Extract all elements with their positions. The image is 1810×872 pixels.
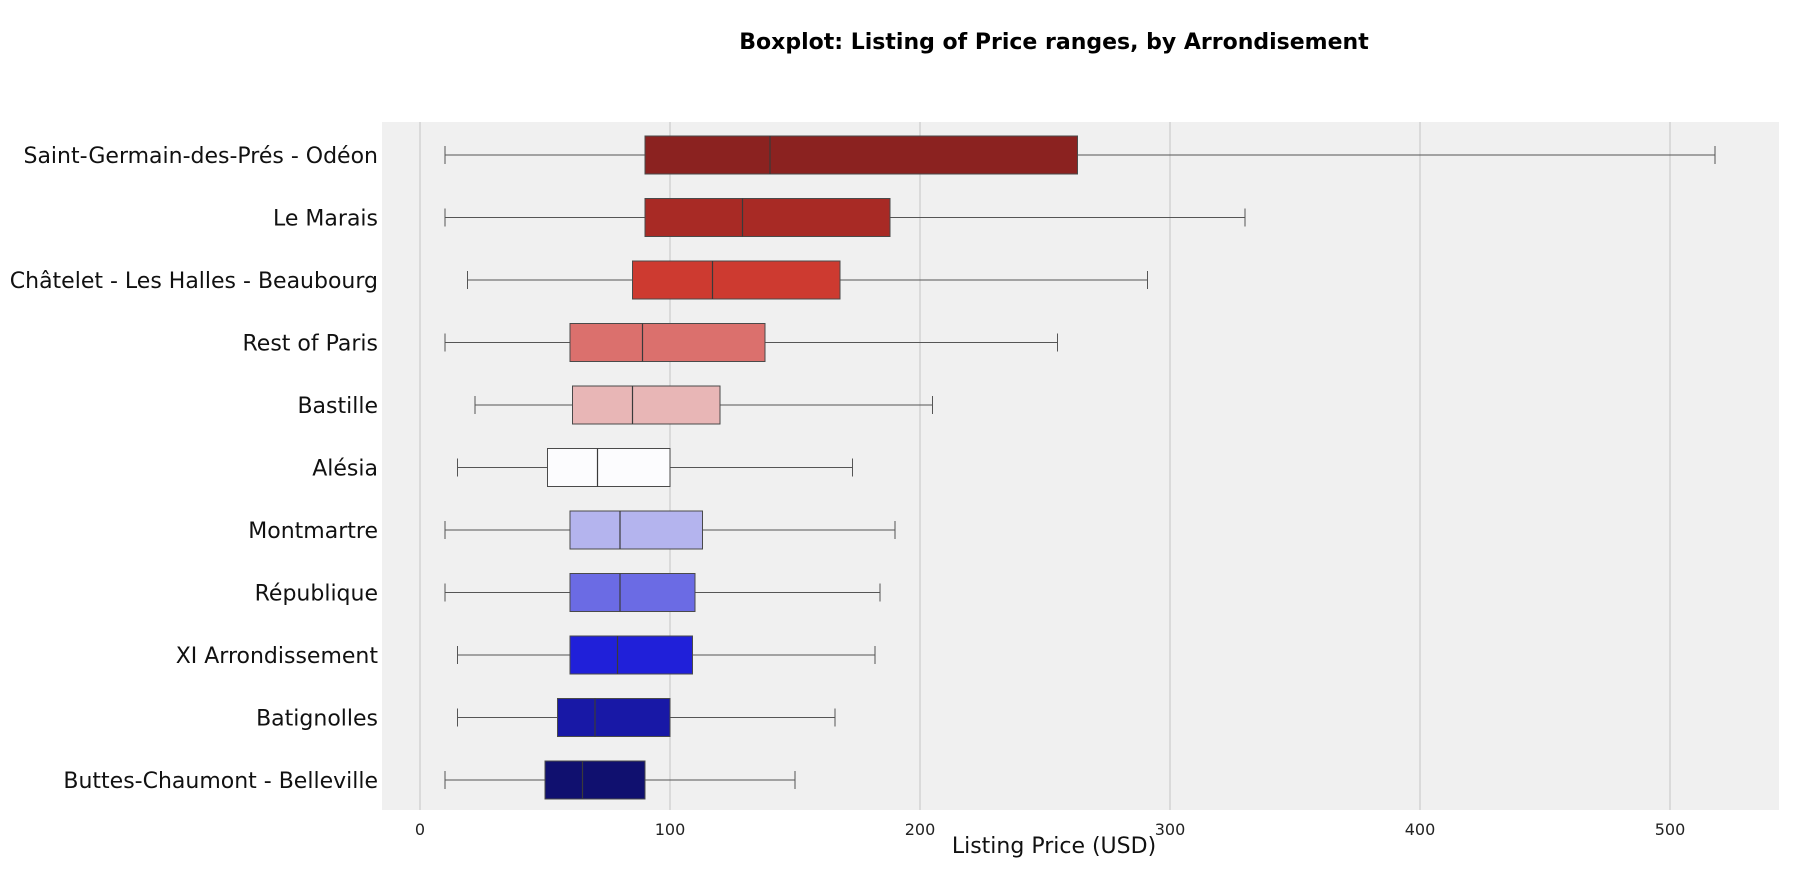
category-label: Saint-Germain-des-Prés - Odéon xyxy=(23,144,378,169)
box-iqr xyxy=(569,573,696,612)
box-group xyxy=(457,448,853,487)
x-tick-labels: 0 100 200 300 400 500 xyxy=(415,820,1685,839)
box-series xyxy=(444,135,1716,800)
category-label: Le Marais xyxy=(273,207,378,232)
x-tick-label: 500 xyxy=(1655,820,1686,839)
box-iqr xyxy=(572,385,721,425)
box-group xyxy=(444,760,796,800)
category-label: Montmartre xyxy=(248,519,378,544)
category-label: XI Arrondissement xyxy=(176,644,379,669)
box-group xyxy=(457,635,876,675)
box-group xyxy=(444,198,1246,237)
category-label: Rest of Paris xyxy=(243,332,379,357)
box-iqr xyxy=(644,198,891,237)
category-label: Alésia xyxy=(312,457,378,482)
x-tick-label: 200 xyxy=(905,820,936,839)
x-axis-label: Listing Price (USD) xyxy=(952,834,1156,859)
box-iqr xyxy=(547,448,671,487)
box-iqr xyxy=(632,260,841,300)
box-group xyxy=(444,323,1058,362)
box-iqr xyxy=(569,323,766,362)
x-tick-label: 100 xyxy=(655,820,686,839)
category-label: République xyxy=(255,582,378,607)
category-label: Bastille xyxy=(297,394,378,419)
category-label: Batignolles xyxy=(256,707,378,732)
box-iqr xyxy=(557,698,671,737)
box-group xyxy=(474,385,933,425)
category-label: Châtelet - Les Halles - Beaubourg xyxy=(10,269,378,294)
box-group xyxy=(457,698,836,737)
x-tick-label: 0 xyxy=(415,820,425,839)
category-labels: Saint-Germain-des-Prés - Odéon Le Marais C… xyxy=(10,144,379,794)
x-tick-label: 300 xyxy=(1155,820,1186,839)
chart-title: Boxplot: Listing of Price ranges, by Arr… xyxy=(739,30,1369,55)
x-tick-label: 400 xyxy=(1405,820,1436,839)
box-iqr xyxy=(544,760,646,800)
box-group xyxy=(467,260,1148,300)
box-group xyxy=(444,135,1716,175)
category-label: Buttes-Chaumont - Belleville xyxy=(63,769,378,794)
box-iqr xyxy=(569,510,703,550)
box-group xyxy=(444,573,881,612)
box-iqr xyxy=(644,135,1078,175)
box-group xyxy=(444,510,896,550)
box-iqr xyxy=(569,635,693,675)
